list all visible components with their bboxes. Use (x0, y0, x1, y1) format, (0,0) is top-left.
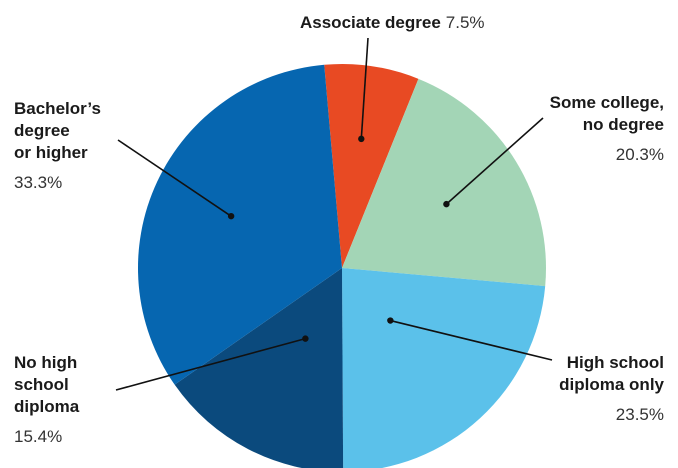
leader-line-bachelor-s-degree-or-higher (117, 139, 232, 217)
leader-dot-no-high-school-diploma (302, 335, 309, 342)
leader-line-no-high-school-diploma (115, 337, 306, 391)
leader-line-some-college-no-degree (445, 117, 544, 205)
leader-dot-associate-degree (358, 135, 365, 143)
slice-associate-degree (324, 64, 419, 268)
slice-some-college-no-degree (342, 78, 546, 287)
slice-bachelor-s-degree-or-higher (137, 64, 342, 385)
slice-high-school-diploma-only (342, 268, 546, 468)
label-associate-degree-value: 7.5% (445, 13, 485, 32)
label-associate-degree: Associate degree 7.5% (300, 12, 485, 34)
leader-dot-some-college-no-degree (443, 200, 450, 208)
slice-no-high-school-diploma (174, 268, 344, 468)
label-no-high-school-name: No high school diploma (14, 353, 80, 416)
label-bachelors-value: 33.3% (14, 173, 63, 192)
label-no-high-school: No high school diploma 15.4% (14, 352, 79, 448)
leader-dot-bachelor-s-degree-or-higher (227, 212, 235, 220)
label-some-college-value: 20.3% (615, 145, 664, 164)
leader-line-high-school-diploma-only (390, 319, 553, 361)
label-high-school: High school diploma only 23.5% (559, 352, 664, 426)
label-no-high-school-value: 15.4% (14, 427, 63, 446)
leader-line-associate-degree (360, 37, 369, 139)
label-bachelors-name: Bachelor’s degree or higher (14, 99, 101, 162)
label-associate-degree-name: Associate degree (300, 13, 441, 32)
label-high-school-name: High school diploma only (559, 353, 664, 394)
label-bachelors: Bachelor’s degree or higher 33.3% (14, 98, 101, 194)
label-some-college-name: Some college, no degree (549, 93, 664, 134)
label-high-school-value: 23.5% (615, 405, 664, 424)
leader-dot-high-school-diploma-only (387, 317, 394, 324)
label-some-college: Some college, no degree 20.3% (550, 92, 664, 166)
